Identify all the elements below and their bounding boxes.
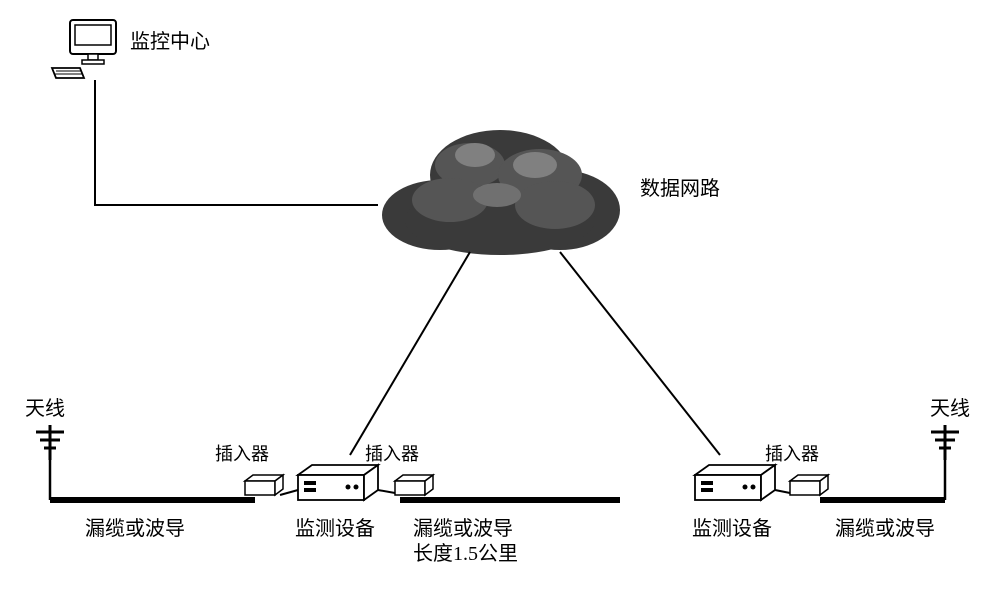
inserter-left-icon (245, 475, 283, 495)
data-network-label: 数据网路 (640, 177, 720, 200)
inserter-left-label: 插入器 (215, 444, 269, 464)
cable-right-label: 漏缆或波导 (835, 517, 935, 540)
monitor-device-right-icon (695, 465, 775, 500)
monitor-device-right-label: 监测设备 (692, 517, 772, 540)
network-diagram: 监控中心 数据网路 天线 天线 (0, 0, 1000, 610)
inserter-mid-label: 插入器 (365, 444, 419, 464)
monitor-device-left-icon (298, 465, 378, 500)
antenna-left-label: 天线 (25, 397, 65, 420)
monitor-device-left-label: 监测设备 (295, 517, 375, 540)
monitor-center-label: 监控中心 (130, 30, 210, 53)
antenna-right-label: 天线 (930, 397, 970, 420)
inserter-right-icon (790, 475, 828, 495)
cable-mid-label-line2: 长度1.5公里 (413, 542, 518, 565)
cable-left-label: 漏缆或波导 (85, 517, 185, 540)
inserter-mid-icon (395, 475, 433, 495)
inserter-right-label: 插入器 (765, 444, 819, 464)
cable-mid-label-line1: 漏缆或波导 (413, 517, 513, 540)
